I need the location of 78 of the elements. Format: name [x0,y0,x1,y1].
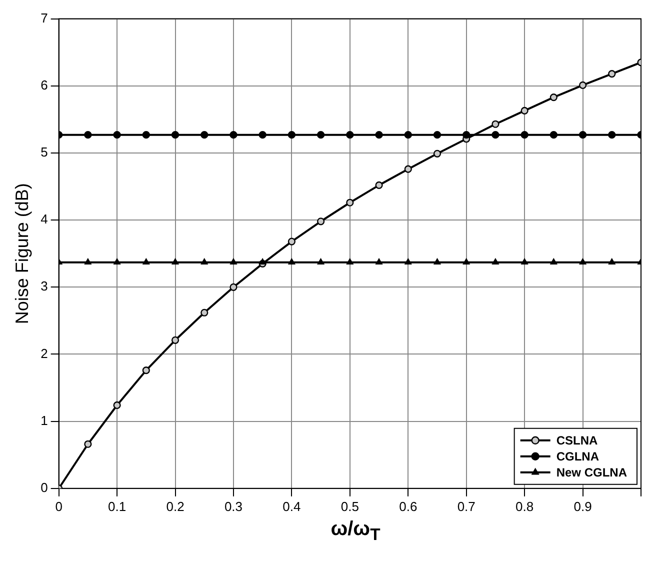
point [375,131,383,139]
point [608,258,616,265]
point [114,258,120,265]
x-tick-label: 0.9 [574,498,592,514]
x-tick-label: 0.7 [457,498,476,514]
point [404,165,412,173]
point [375,181,383,189]
point [171,336,180,344]
point [317,258,324,265]
legend-label: CGLNA [556,450,600,464]
point [230,131,238,139]
point [550,258,558,265]
y-tick-label: 4 [40,212,48,227]
point [171,131,180,139]
point [404,258,412,265]
legend-label: CSLNA [556,434,598,448]
point [142,131,150,139]
point [113,401,121,410]
point [84,258,92,265]
point [288,258,296,265]
point [258,131,266,139]
point [550,93,558,102]
point [520,106,528,115]
y-tick-label: 0 [40,480,48,495]
point [317,131,325,139]
point [230,258,237,265]
point [608,70,616,78]
y-axis-title: Noise Figure (dB) [12,183,32,324]
point [492,131,500,139]
y-tick-label: 6 [40,77,48,92]
x-axis-title: ω/ω$_{T}$ [330,518,382,545]
legend-label: New CGLNA [556,466,628,480]
point [201,258,208,265]
point [462,131,470,139]
x-tick-label: 0.1 [108,498,126,514]
point [200,308,208,316]
point [172,258,179,265]
y-tick-label: 2 [40,346,48,361]
point [230,283,238,291]
point [317,218,325,226]
point [84,440,92,448]
point [404,131,412,139]
x-tick-label: 0.6 [399,498,418,514]
point [550,131,558,139]
x-tick-label: 0.4 [282,498,301,514]
x-tick-label: 0.8 [516,498,534,514]
point [288,131,296,139]
point [142,366,150,374]
x-tick-label: 0.2 [166,498,184,514]
y-tick-label: 7 [40,10,48,26]
y-tick-label: 5 [40,144,48,160]
point [346,258,354,265]
point [84,131,92,139]
point [492,120,500,128]
point [462,258,470,265]
point [579,258,586,265]
point [259,258,266,265]
point [346,198,354,206]
x-tick-label: 0.3 [224,498,243,514]
point [433,150,442,158]
point [434,258,441,265]
x-tick-label: 0 [55,498,62,514]
point [346,131,354,139]
point [433,131,442,139]
point [113,131,121,139]
point [288,238,296,246]
point [520,131,528,139]
point [376,258,382,265]
point [608,131,616,139]
point [492,258,499,265]
y-tick-label: 1 [40,412,48,428]
x-tick-label: 0.5 [340,498,359,514]
point [200,131,208,139]
point [142,258,150,265]
point [521,258,528,265]
point [578,131,587,139]
point [578,81,587,90]
y-tick-label: 3 [40,278,48,294]
